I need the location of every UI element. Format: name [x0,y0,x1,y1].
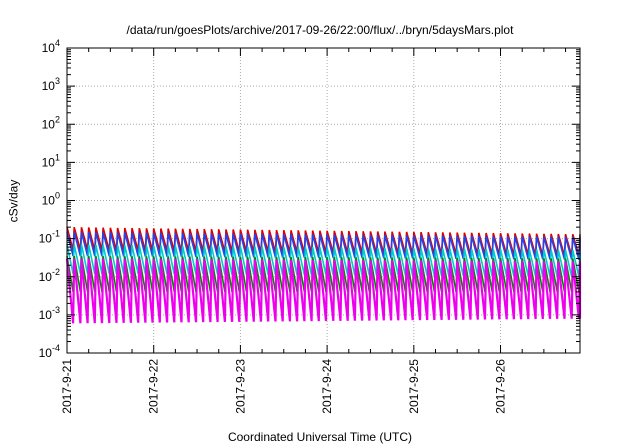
x-tick-label: 2017-9-24 [320,359,334,414]
y-tick-label: 10-4 [39,343,60,360]
y-axis-ticks: 10-4 10-3 10-2 10-1 100 101 102 103 104 [39,38,580,360]
x-axis-label: Coordinated Universal Time (UTC) [227,430,413,444]
y-tick-label: 100 [42,191,60,208]
y-tick-label: 102 [42,114,60,131]
series-line [65,258,582,324]
x-tick-label: 2017-9-25 [407,359,421,414]
y-tick-label: 104 [42,38,60,55]
y-axis-label-text: cSv/day [6,179,21,223]
chart-title: /data/run/goesPlots/archive/2017-09-26/2… [126,23,514,37]
y-tick-label: 10-2 [39,267,60,284]
x-tick-label: 2017-9-22 [147,359,161,414]
x-tick-label: 2017-9-21 [60,359,74,414]
x-tick-label: 2017-9-23 [233,359,247,414]
y-tick-label: 101 [42,152,60,169]
x-tick-label: 2017-9-26 [494,359,508,414]
x-axis-ticks: 2017-9-21 2017-9-22 2017-9-23 2017-9-24 2017… [60,48,567,414]
y-tick-label: 103 [42,76,60,93]
y-tick-label: 10-1 [39,229,60,246]
series-lines [65,226,582,324]
y-tick-label: 10-3 [39,305,60,322]
